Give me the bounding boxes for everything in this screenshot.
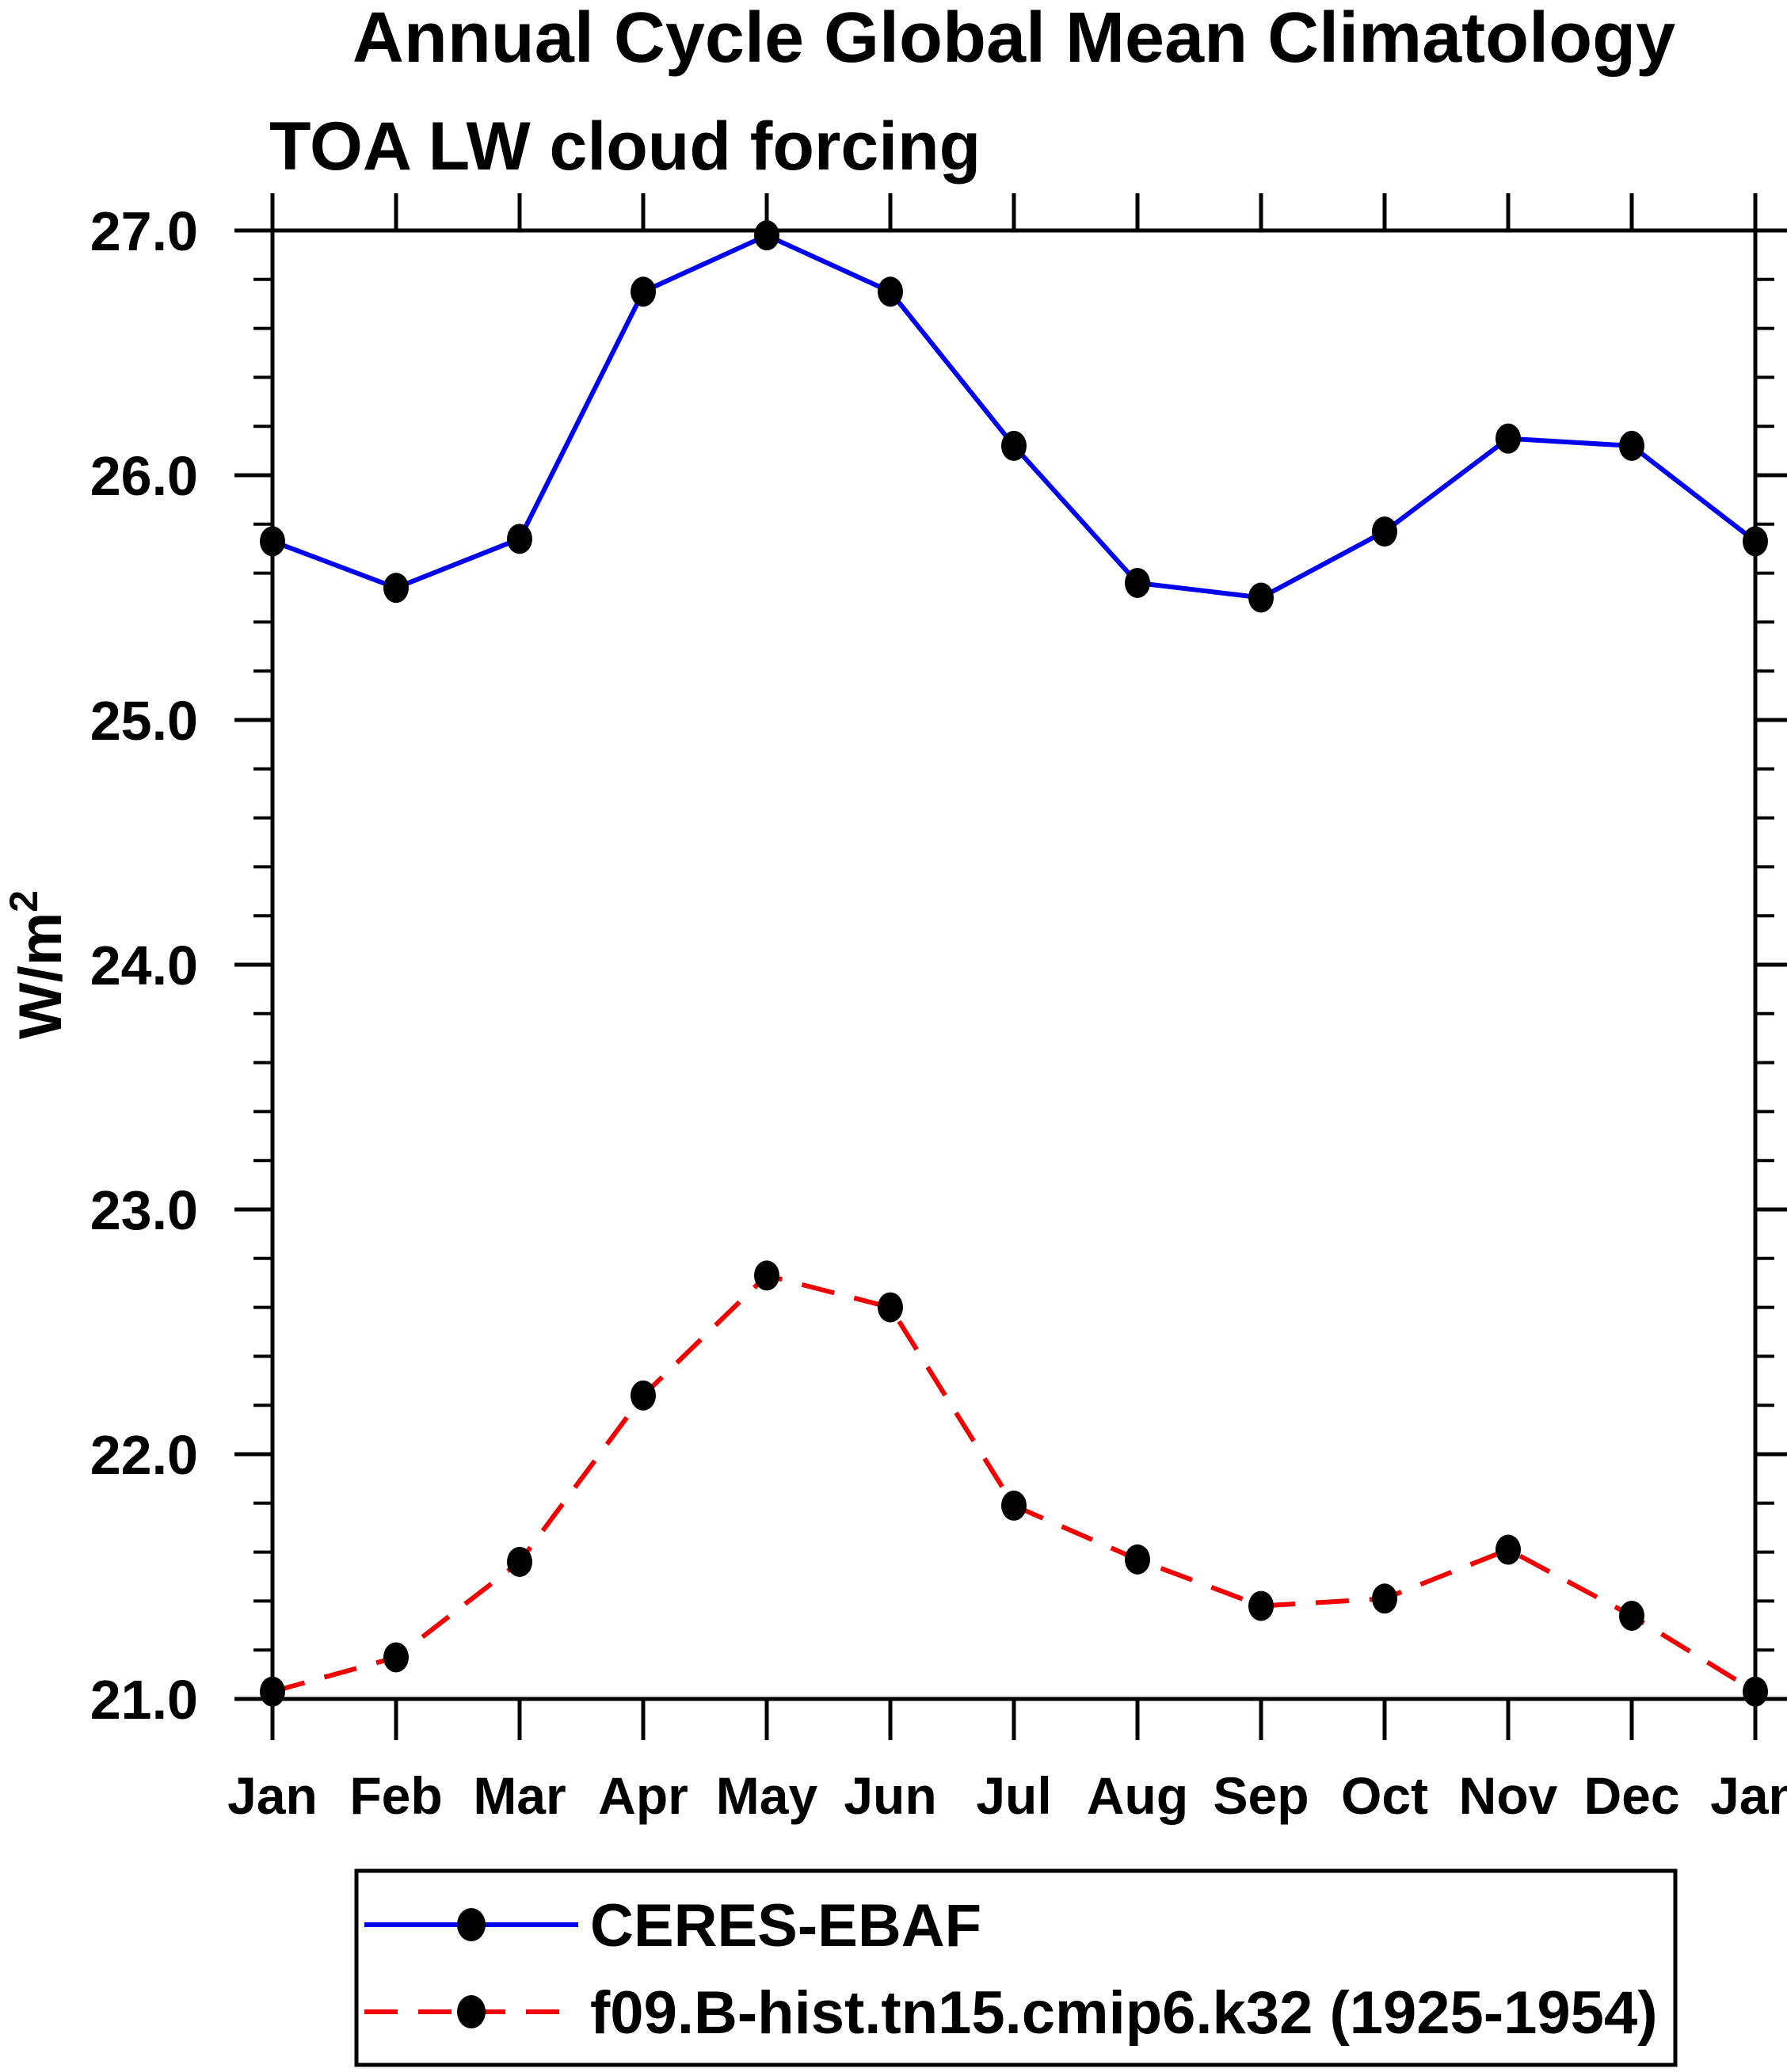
data-point-marker <box>1619 430 1644 461</box>
legend-marker-dot <box>457 1908 486 1941</box>
legend-label-model: f09.B-hist.tn15.cmip6.k32 (1925-1954) <box>590 1979 1658 2047</box>
data-point-marker <box>1001 430 1027 461</box>
x-tick-label-month: Jun <box>844 1766 936 1825</box>
y-axis-ticks <box>234 228 1787 1701</box>
data-point-marker <box>878 276 903 307</box>
data-markers <box>260 220 1768 1707</box>
legend-box <box>354 1868 1678 2067</box>
x-tick-label-month: May <box>716 1766 818 1825</box>
plot-frame <box>270 228 1758 1701</box>
x-tick-labels: Jan Feb Mar Apr May Jun Jul Aug Sep Oct Nov Dec Jan <box>227 1766 1787 1825</box>
chart-subtitle: TOA LW cloud forcing <box>269 109 981 185</box>
x-tick-label-month: Oct <box>1341 1766 1428 1825</box>
x-tick-label-month: Jan <box>227 1766 318 1825</box>
x-tick-label-month: Jul <box>976 1766 1051 1825</box>
x-tick-label-month: Jan <box>1710 1766 1787 1825</box>
y-axis-label: W/m2 <box>2 890 74 1039</box>
data-point-marker <box>1372 516 1397 547</box>
y-tick-label: 23.0 <box>90 1179 198 1241</box>
legend: CERES-EBAF f09.B-hist.tn15.cmip6.k32 (19… <box>354 1868 1678 2067</box>
data-point-marker <box>1125 1544 1150 1575</box>
data-point-marker <box>1743 1676 1768 1707</box>
x-tick-label-month: Sep <box>1213 1766 1309 1825</box>
x-tick-label-month: Nov <box>1459 1766 1558 1825</box>
data-point-marker <box>754 1260 779 1291</box>
data-point-marker <box>1248 582 1274 613</box>
data-point-marker <box>383 1642 409 1673</box>
data-point-marker <box>1125 567 1150 598</box>
legend-label-ceres: CERES-EBAF <box>590 1892 981 1960</box>
y-tick-label: 26.0 <box>90 445 198 507</box>
x-tick-label-month: Dec <box>1583 1766 1679 1825</box>
y-tick-labels: 21.0 22.0 23.0 24.0 25.0 26.0 27.0 <box>90 200 198 1731</box>
y-tick-label: 27.0 <box>90 200 198 262</box>
y-tick-label: 25.0 <box>90 690 198 752</box>
series-line-ceres-ebaf <box>271 233 1757 600</box>
data-point-marker <box>878 1292 903 1323</box>
data-point-marker <box>507 1546 532 1577</box>
data-point-marker <box>631 1380 656 1411</box>
data-point-marker <box>1248 1590 1274 1621</box>
data-point-marker <box>1372 1583 1397 1614</box>
data-point-marker <box>260 1676 285 1707</box>
y-tick-label: 24.0 <box>90 935 198 996</box>
series-line-f09-model <box>272 1273 1757 1694</box>
data-point-marker <box>507 524 532 554</box>
data-point-marker <box>1743 526 1768 557</box>
data-point-marker <box>383 573 409 604</box>
data-point-marker <box>1001 1490 1027 1521</box>
data-point-marker <box>1496 423 1521 454</box>
data-point-marker <box>631 276 656 307</box>
legend-entry-model: f09.B-hist.tn15.cmip6.k32 (1925-1954) <box>364 1979 1658 2047</box>
x-tick-label-month: Apr <box>598 1766 688 1825</box>
legend-entry-ceres: CERES-EBAF <box>364 1892 981 1960</box>
data-point-marker <box>1619 1600 1644 1631</box>
x-tick-label-month: Aug <box>1087 1766 1188 1825</box>
data-point-marker <box>754 220 779 251</box>
data-point-marker <box>1496 1534 1521 1565</box>
y-tick-label: 22.0 <box>90 1424 198 1486</box>
data-point-marker <box>260 526 285 557</box>
y-tick-label: 21.0 <box>90 1669 198 1731</box>
x-tick-label-month: Mar <box>473 1766 566 1825</box>
legend-marker-dot <box>457 1995 486 2028</box>
x-tick-label-month: Feb <box>349 1766 442 1825</box>
chart-title: Annual Cycle Global Mean Climatology <box>352 0 1675 78</box>
x-axis-ticks <box>270 193 1758 1740</box>
